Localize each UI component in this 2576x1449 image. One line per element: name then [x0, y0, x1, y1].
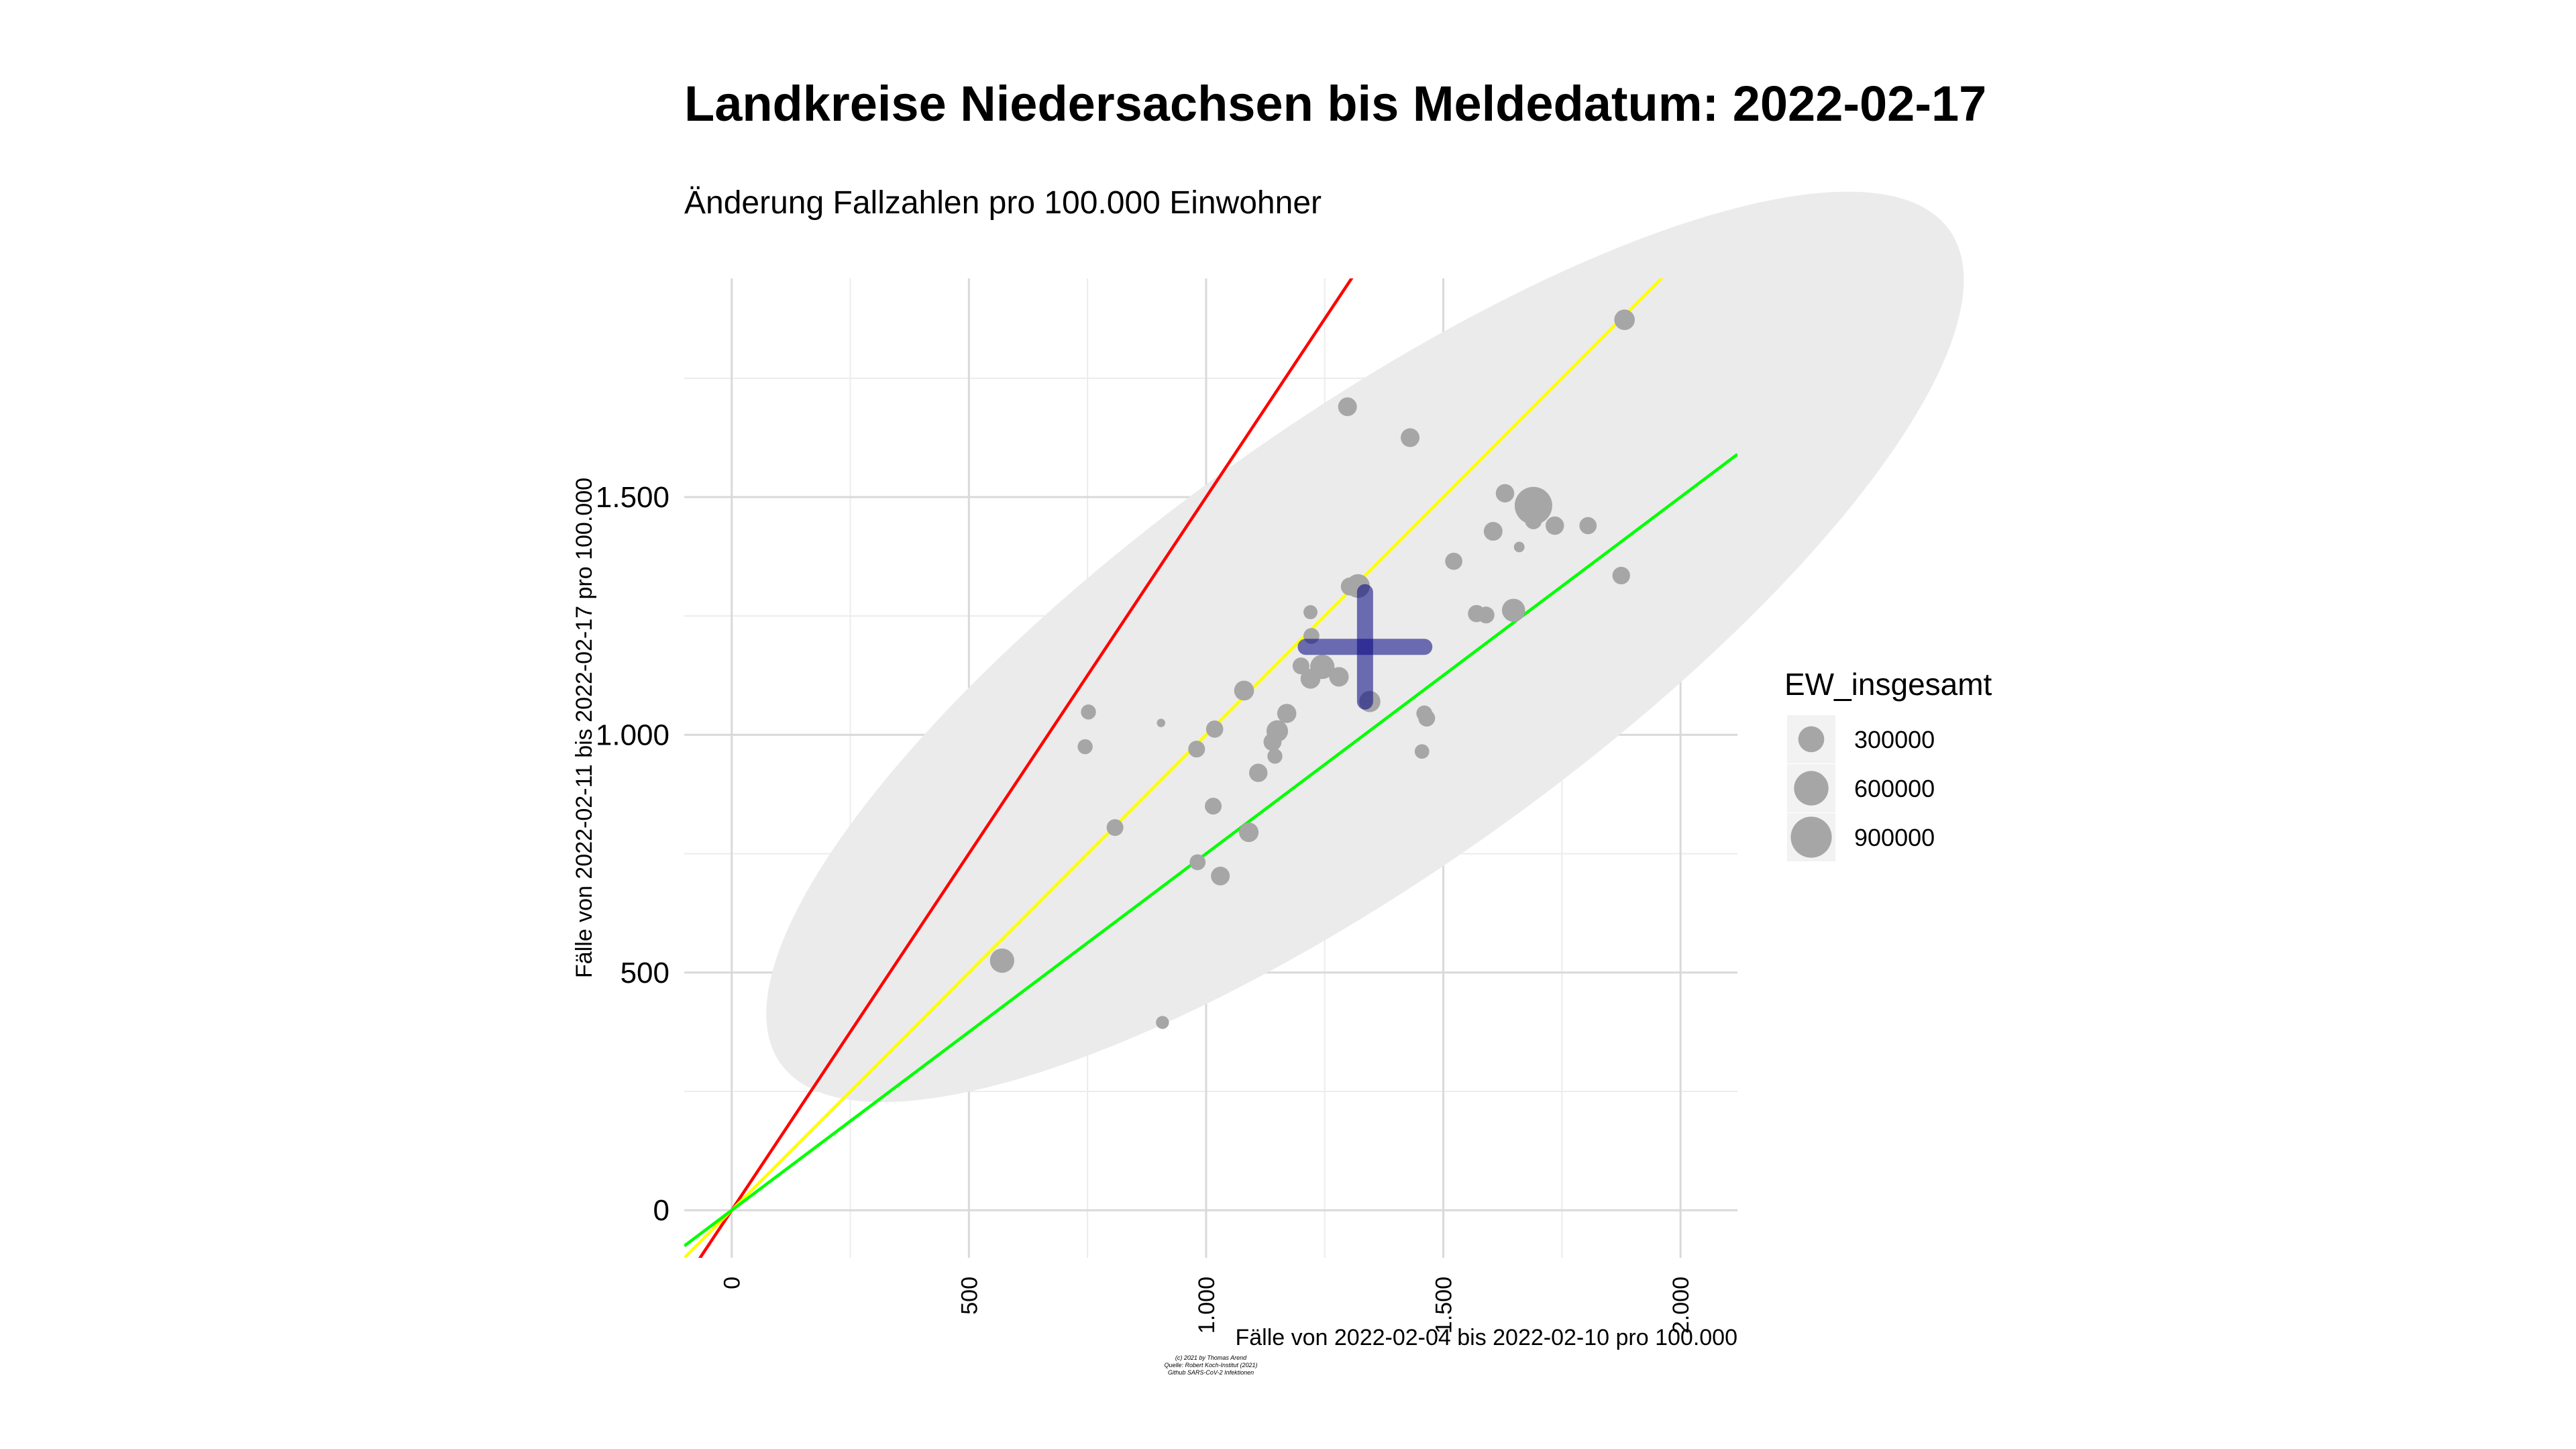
y-tick-label: 0 — [653, 1194, 669, 1227]
legend-label: 600000 — [1854, 775, 1935, 802]
data-point — [1239, 822, 1259, 843]
x-axis-label: Fälle von 2022-02-04 bis 2022-02-10 pro … — [1235, 1325, 1737, 1350]
data-point — [1277, 704, 1297, 723]
data-point — [1338, 397, 1357, 417]
data-point — [1514, 486, 1552, 525]
data-point — [1205, 798, 1222, 815]
svg-text:Quelle: Robert Koch-Institut (: Quelle: Robert Koch-Institut (2021) — [1164, 1362, 1257, 1368]
legend-key-point — [1790, 816, 1832, 858]
data-point — [1414, 744, 1430, 759]
legend-key-point — [1798, 726, 1825, 753]
chart-subtitle: Änderung Fallzahlen pro 100.000 Einwohne… — [684, 185, 1322, 221]
data-point — [1234, 680, 1254, 701]
reference-line — [698, 278, 1354, 1258]
data-point — [989, 948, 1014, 973]
x-tick-label: 1.500 — [1432, 1277, 1457, 1334]
legend-label: 300000 — [1854, 726, 1935, 753]
chart-title: Landkreise Niedersachsen bis Meldedatum:… — [684, 76, 1986, 131]
data-point — [1401, 428, 1420, 447]
data-point — [1211, 866, 1230, 885]
data-point — [1513, 541, 1525, 553]
data-point — [1329, 667, 1349, 687]
data-point — [1546, 516, 1564, 535]
y-tick-label: 500 — [621, 957, 669, 989]
x-tick-label: 0 — [720, 1277, 745, 1289]
data-point — [1267, 749, 1283, 764]
reference-line — [684, 453, 1737, 1248]
data-point — [1614, 309, 1635, 330]
x-tick-label: 1.000 — [1194, 1277, 1220, 1334]
y-axis-label: Fälle von 2022-02-11 bis 2022-02-17 pro … — [572, 478, 597, 978]
y-tick-label: 1.000 — [596, 718, 669, 751]
data-point — [1579, 517, 1597, 535]
data-point — [1156, 1016, 1169, 1029]
data-point — [1106, 819, 1124, 837]
data-point — [1205, 720, 1224, 738]
size-legend: EW_insgesamt 300000 600000 900000 — [1784, 667, 1992, 861]
x-tick-label: 2.000 — [1668, 1277, 1694, 1334]
data-point — [1249, 763, 1268, 782]
data-point — [1495, 484, 1515, 503]
data-point — [1612, 566, 1630, 585]
data-point — [1310, 654, 1335, 680]
data-point — [1189, 854, 1206, 871]
data-point — [1418, 710, 1436, 727]
data-point — [1266, 720, 1289, 742]
data-point — [1157, 718, 1166, 727]
y-tick-label: 1.500 — [596, 481, 669, 514]
data-point — [1303, 605, 1318, 620]
legend-key-point — [1794, 771, 1829, 806]
legend-label: 900000 — [1854, 824, 1935, 851]
caption: (c) 2021 by Thomas Arend Quelle: Robert … — [1164, 1354, 1257, 1376]
legend-title: EW_insgesamt — [1784, 667, 1992, 702]
data-point — [1445, 552, 1462, 570]
data-point — [1525, 512, 1542, 529]
svg-text:(c) 2021 by Thomas Arend: (c) 2021 by Thomas Arend — [1175, 1354, 1247, 1361]
data-point — [1483, 522, 1503, 541]
plot-area — [684, 191, 1964, 1258]
data-point — [1188, 741, 1205, 758]
data-point — [1077, 739, 1093, 755]
data-point — [1501, 598, 1525, 622]
data-point — [1081, 704, 1096, 720]
x-tick-label: 500 — [957, 1277, 982, 1315]
data-point — [1292, 657, 1309, 675]
svg-text:Github SARS-CoV-2 Infektionen: Github SARS-CoV-2 Infektionen — [1168, 1369, 1254, 1376]
data-point — [1477, 606, 1495, 624]
